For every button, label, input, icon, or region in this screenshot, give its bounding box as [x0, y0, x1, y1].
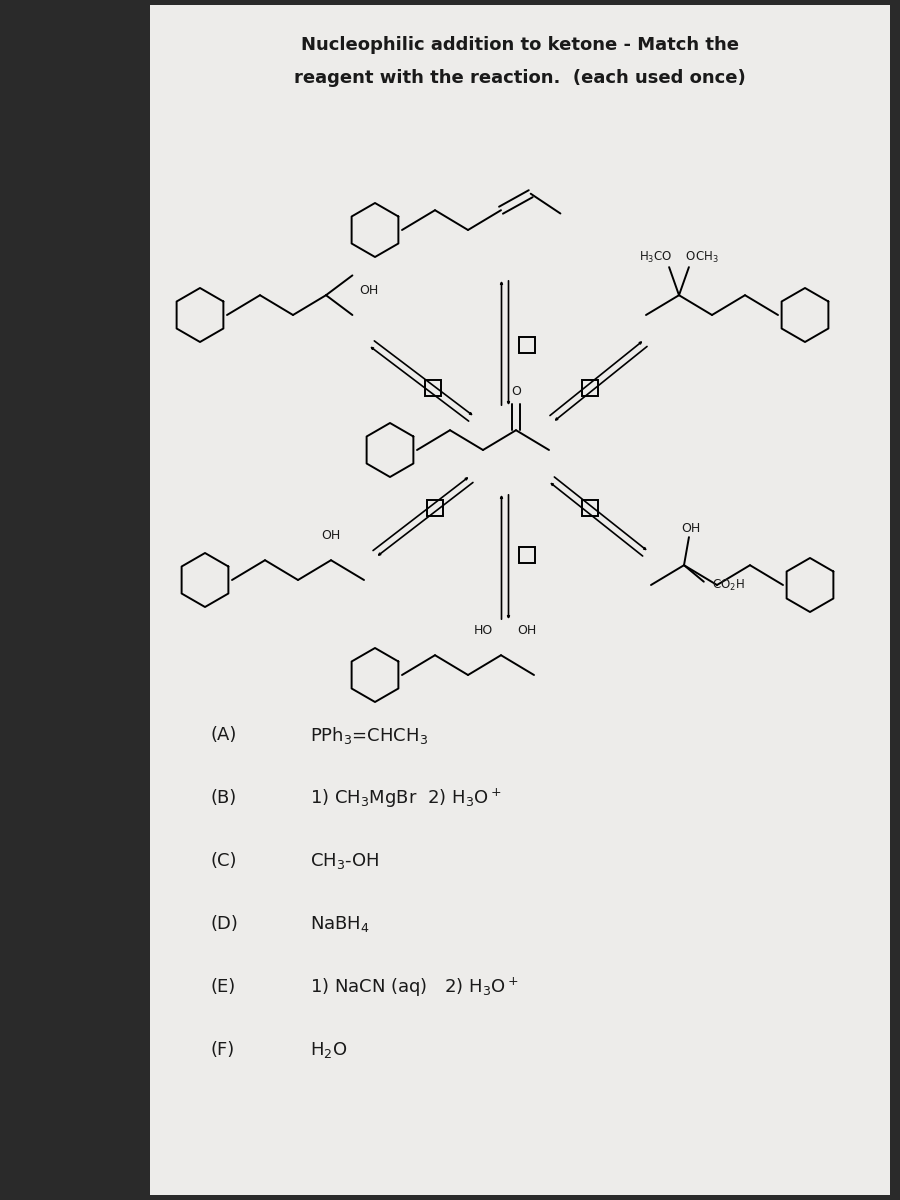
Text: reagent with the reaction.  (each used once): reagent with the reaction. (each used on…	[294, 68, 746, 86]
Text: PPh$_3$=CHCH$_3$: PPh$_3$=CHCH$_3$	[310, 725, 428, 745]
FancyBboxPatch shape	[150, 5, 890, 1195]
Text: (C): (C)	[210, 852, 237, 870]
Bar	[427, 500, 443, 516]
Text: (D): (D)	[210, 914, 238, 934]
Text: (F): (F)	[210, 1040, 234, 1058]
Text: HO: HO	[473, 624, 493, 637]
Text: OH: OH	[359, 283, 378, 296]
Bar	[582, 500, 598, 516]
Text: OH: OH	[321, 529, 340, 542]
Text: OH: OH	[518, 624, 536, 637]
Text: OH: OH	[681, 522, 700, 535]
Text: (A): (A)	[210, 726, 237, 744]
Text: CH$_3$-OH: CH$_3$-OH	[310, 851, 379, 871]
Text: O: O	[511, 385, 521, 398]
Bar	[425, 380, 441, 396]
Text: NaBH$_4$: NaBH$_4$	[310, 914, 370, 934]
Text: H$_3$CO    OCH$_3$: H$_3$CO OCH$_3$	[639, 250, 719, 265]
Text: (E): (E)	[210, 978, 235, 996]
Text: Nucleophilic addition to ketone - Match the: Nucleophilic addition to ketone - Match …	[301, 36, 739, 54]
Text: CO$_2$H: CO$_2$H	[712, 577, 745, 593]
Text: 1) CH$_3$MgBr  2) H$_3$O$^+$: 1) CH$_3$MgBr 2) H$_3$O$^+$	[310, 786, 501, 810]
Bar	[519, 547, 535, 563]
Text: 1) NaCN (aq)   2) H$_3$O$^+$: 1) NaCN (aq) 2) H$_3$O$^+$	[310, 976, 518, 998]
Bar	[519, 337, 535, 353]
Text: H$_2$O: H$_2$O	[310, 1040, 347, 1060]
Bar	[582, 380, 598, 396]
Text: (B): (B)	[210, 790, 236, 806]
